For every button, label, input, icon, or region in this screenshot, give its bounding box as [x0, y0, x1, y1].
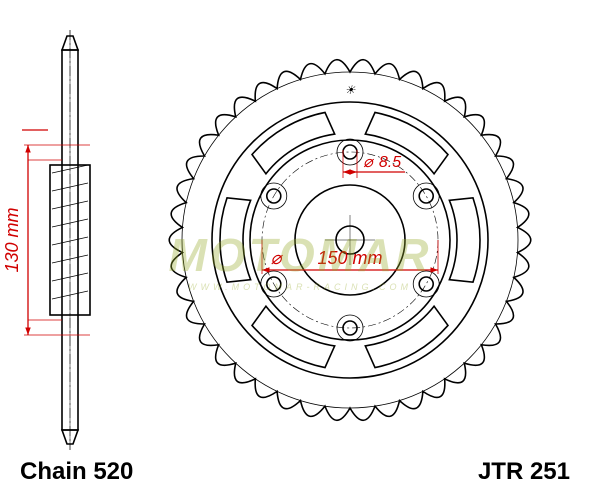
svg-text:⌀: ⌀	[271, 248, 284, 268]
svg-text:150 mm: 150 mm	[317, 248, 382, 268]
technical-svg: 130 mm 150 mm ⌀ 8.5 ⌀ ☀	[0, 0, 600, 500]
drawing-canvas: 130 mm150 mm⌀8.5⌀☀ MOTOMAR WWW.MOTOMAR-R…	[0, 0, 600, 500]
svg-text:8.5: 8.5	[379, 154, 401, 171]
svg-text:⌀: ⌀	[363, 154, 374, 171]
svg-text:☀: ☀	[345, 83, 356, 97]
part-number: JTR 251	[478, 458, 570, 486]
svg-text:130 mm: 130 mm	[2, 207, 22, 272]
chain-label: Chain 520	[20, 458, 133, 486]
